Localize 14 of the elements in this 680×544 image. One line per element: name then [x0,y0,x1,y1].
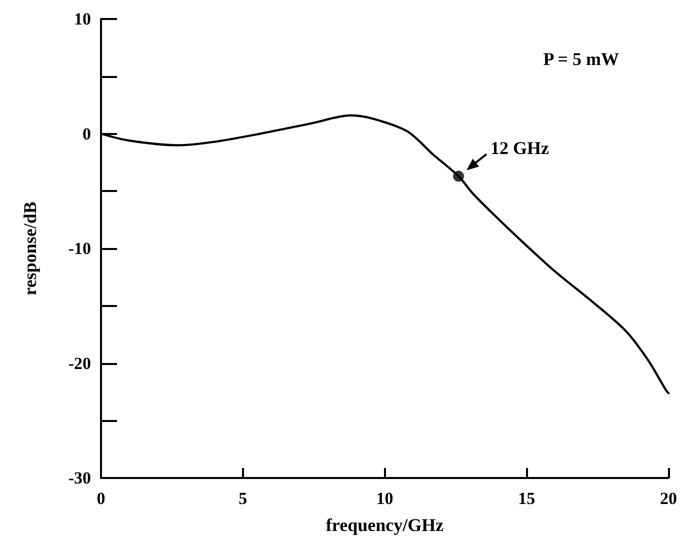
annotation: 12 GHz [490,138,550,160]
x-tick-label: 10 [376,489,394,508]
y-tick-label: -10 [68,239,91,258]
x-tick-label: 5 [238,489,248,508]
y-tick-label: 0 [82,124,91,144]
x-tick-label: 15 [518,489,536,508]
x-tick-label: 0 [96,489,106,508]
x-tick-label: 20 [660,489,677,508]
y-tick-label: 10 [74,10,91,28]
annotation: P = 5 mW [543,49,620,69]
y-tick-label: -30 [68,468,91,488]
x-axis-title: frequency/GHz [326,515,444,535]
y-axis-title: response/dB [20,202,40,296]
y-tick-label: -20 [68,354,91,373]
